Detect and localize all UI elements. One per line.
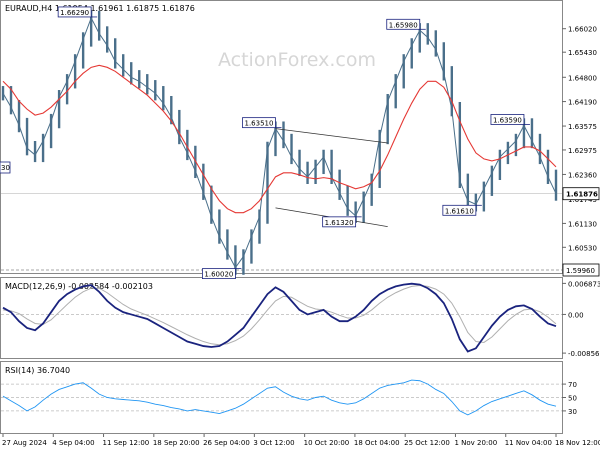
x-tick-label: 18 Oct 04:00 — [354, 439, 400, 447]
annotation-box — [202, 268, 236, 280]
rsi-y-tick-label: 70 — [568, 381, 577, 389]
rsi-y-tick-label: 30 — [568, 408, 577, 416]
price-y-tick-label: 1.66020 — [568, 26, 597, 34]
price-close-line — [2, 16, 557, 269]
macd-label: MACD(12,26,9) -0.002584 -0.002103 — [5, 282, 153, 291]
left-edge-label: 30 — [1, 164, 10, 172]
lower-bound-label: 1.59960 — [566, 267, 595, 275]
price-y-tick-label: 1.63575 — [568, 123, 597, 131]
rsi-label: RSI(14) 36.7040 — [5, 366, 70, 375]
price-y-ticks: 1.66020 1.65430 1.64800 1.64190 1.63575 1.629… — [0, 26, 600, 277]
price-annotations: 1.66290 1.60020 1.63510 1.61320 1.65980 1.616… — [57, 6, 530, 280]
annotation-label: 1.63590 — [493, 116, 522, 124]
current-price-box — [562, 187, 600, 201]
annotation-box — [490, 114, 525, 125]
price-y-tick-label: 1.64800 — [568, 74, 597, 82]
x-tick-label: 1 Nov 20:00 — [454, 439, 497, 447]
macd-line — [2, 282, 557, 353]
x-tick-label: 4 Sep 04:00 — [52, 439, 94, 447]
x-tick-label: 27 Aug 2024 — [2, 439, 47, 447]
annotation-label: 1.63510 — [244, 120, 273, 128]
moving-average-line — [2, 64, 557, 214]
rsi-line — [2, 379, 557, 416]
x-axis: 27 Aug 2024 4 Sep 04:00 11 Sep 12:00 18 Sep… — [2, 434, 600, 447]
x-tick-label: 25 Oct 12:00 — [404, 439, 450, 447]
chart-title: EURAUD,H4 1.61954 1.61961 1.61875 1.6187… — [5, 4, 195, 13]
annotation-box — [386, 18, 421, 30]
current-price-label: 1.61876 — [566, 191, 598, 199]
x-tick-label: 11 Nov 04:00 — [505, 439, 552, 447]
price-y-tick-label: 1.64190 — [568, 99, 597, 107]
x-tick-label: 26 Sep 04:00 — [203, 439, 250, 447]
annotation-box — [242, 117, 276, 129]
macd-y-tick-label: -0.00856 — [568, 350, 600, 358]
channel-trendline — [275, 128, 388, 144]
rsi-y-ticks: 70 50 30 — [1, 381, 577, 416]
x-tick-label: 10 Oct 20:00 — [304, 439, 350, 447]
x-tick-label: 18 Sep 20:00 — [153, 439, 200, 447]
x-tick-label: 18 Nov 12:00 — [555, 439, 600, 447]
macd-y-tick-label: 0.00 — [568, 311, 584, 319]
rsi-y-tick-label: 50 — [568, 395, 577, 403]
annotation-label: 1.66290 — [60, 9, 89, 17]
price-y-tick-label: 1.62975 — [568, 147, 597, 155]
annotation-box — [322, 216, 357, 228]
annotation-label: 1.60020 — [204, 271, 233, 279]
annotation-label: 1.61610 — [445, 207, 474, 215]
annotation-label: 1.61320 — [325, 219, 354, 227]
annotation-box — [442, 204, 477, 216]
macd-y-ticks: 0.006873 0.00 -0.00856 — [1, 280, 600, 358]
price-y-tick-label: 1.65430 — [568, 49, 597, 57]
lower-bound-box — [562, 263, 600, 277]
annotation-box — [57, 6, 92, 18]
x-tick-label: 3 Oct 12:00 — [253, 439, 294, 447]
price-y-tick-label: 1.62360 — [568, 171, 597, 179]
x-tick-label: 11 Sep 12:00 — [103, 439, 150, 447]
series-layer — [1, 10, 558, 416]
price-y-tick-label: 1.61130 — [568, 220, 597, 228]
price-y-tick-label: 1.60530 — [568, 244, 597, 252]
left-edge-label-box — [0, 161, 11, 174]
annotation-label: 1.65980 — [389, 21, 418, 29]
macd-y-tick-label: 0.006873 — [568, 280, 600, 288]
watermark: ActionForex.com — [218, 49, 376, 71]
